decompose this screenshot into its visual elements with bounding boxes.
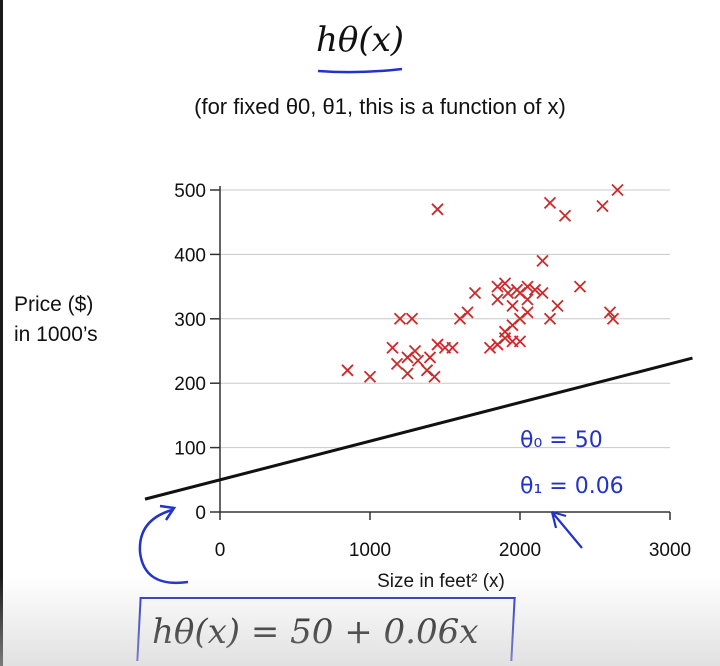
data-point xyxy=(536,286,549,300)
data-point xyxy=(501,286,515,300)
data-point xyxy=(428,370,441,383)
data-point xyxy=(491,280,504,293)
intercept-arrowhead-icon xyxy=(159,504,177,521)
data-point xyxy=(551,299,564,313)
data-point xyxy=(603,306,617,319)
y-tick-label: 500 xyxy=(174,181,206,202)
data-point xyxy=(543,196,557,210)
data-point xyxy=(461,306,474,319)
hypothesis-line xyxy=(144,356,693,501)
data-point xyxy=(606,312,620,325)
data-point xyxy=(423,351,437,364)
annotation-theta1: θ₁ = 0.06 xyxy=(520,474,624,499)
x-tick-label: 1000 xyxy=(349,540,391,561)
hypothesis-equation: hθ(x) = 50 + 0.06x xyxy=(152,612,479,652)
y-axis-label-line2: in 1000’s xyxy=(14,323,98,346)
data-point xyxy=(386,341,399,354)
data-point xyxy=(483,341,497,354)
chart-subtitle: (for fixed θ0, θ1, this is a function of… xyxy=(194,94,566,119)
data-point xyxy=(491,293,504,306)
y-tick-label: 100 xyxy=(174,439,206,460)
data-point xyxy=(528,283,542,296)
data-point xyxy=(393,312,407,325)
intercept-arrow-icon xyxy=(138,508,189,585)
data-point xyxy=(468,286,482,300)
y-tick-label: 400 xyxy=(174,245,206,266)
data-point xyxy=(558,209,572,222)
x-tick-label: 3000 xyxy=(649,540,691,561)
data-point xyxy=(521,306,534,319)
data-point xyxy=(341,364,354,377)
data-point xyxy=(536,254,549,267)
data-point xyxy=(431,338,444,351)
data-point xyxy=(513,335,527,348)
data-point xyxy=(408,344,422,358)
title-underline xyxy=(317,67,403,74)
annotation-theta0: θ₀ = 50 xyxy=(520,428,603,453)
data-point xyxy=(401,367,414,380)
data-point xyxy=(506,299,519,313)
x-tick-label: 0 xyxy=(215,540,226,561)
y-tick-label: 200 xyxy=(174,374,206,395)
data-point xyxy=(363,370,377,383)
data-point xyxy=(611,183,624,197)
x-axis-label: Size in feet² (x) xyxy=(377,571,505,592)
data-point xyxy=(446,341,459,354)
data-point xyxy=(405,312,419,325)
data-point xyxy=(521,293,534,306)
left-border xyxy=(0,0,3,666)
x-tick-label: 2000 xyxy=(499,540,541,561)
data-point xyxy=(498,277,512,290)
y-axis-label-line1: Price ($) xyxy=(14,293,94,316)
data-point xyxy=(543,312,557,325)
data-point xyxy=(573,280,587,293)
data-point xyxy=(596,199,609,213)
y-axis-label: Price ($) in 1000’s xyxy=(14,290,98,350)
chart-title: hθ(x) xyxy=(315,20,405,60)
annotation-arrow-icon xyxy=(550,510,583,549)
y-tick-label: 300 xyxy=(174,310,206,331)
data-point xyxy=(431,203,444,216)
y-tick-label: 0 xyxy=(195,503,206,524)
data-point xyxy=(411,354,425,367)
data-point xyxy=(390,357,404,371)
